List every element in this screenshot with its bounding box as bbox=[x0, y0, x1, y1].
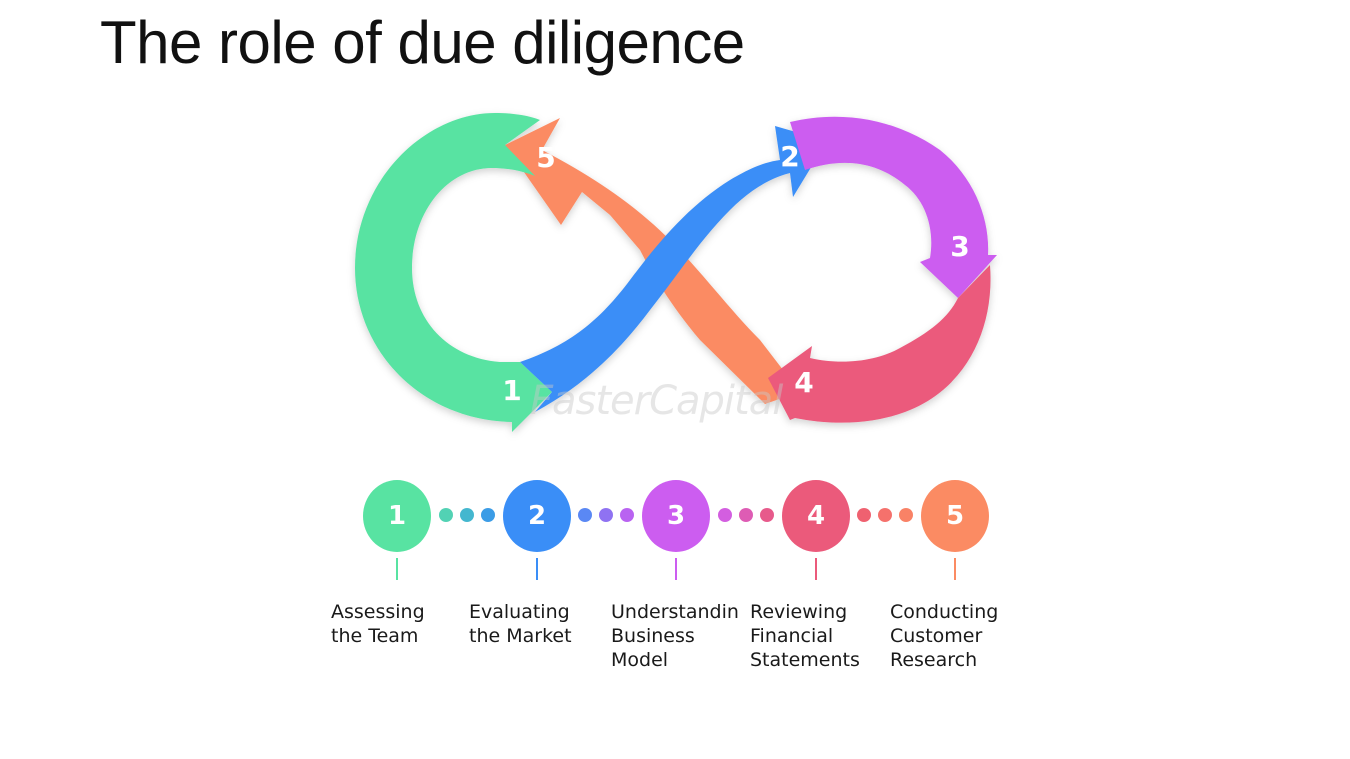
loop-number-1: 1 bbox=[502, 374, 521, 407]
connector-dot bbox=[878, 508, 892, 522]
loop-segment-1 bbox=[355, 113, 552, 432]
connector-dot bbox=[718, 508, 732, 522]
connector-dot bbox=[899, 508, 913, 522]
loop-segment-4 bbox=[768, 265, 991, 423]
step-label-3: Understanding Business Model bbox=[611, 601, 739, 671]
connector-dot bbox=[578, 508, 592, 522]
connector-dot bbox=[460, 508, 474, 522]
step-tick-4 bbox=[815, 558, 817, 580]
step-label-2: Evaluating the Market bbox=[469, 601, 572, 647]
loop-number-5: 5 bbox=[536, 141, 555, 174]
connector-dot bbox=[439, 508, 453, 522]
step-tick-3 bbox=[675, 558, 677, 580]
connector-dot bbox=[599, 508, 613, 522]
step-number: 3 bbox=[666, 501, 686, 531]
step-circle-3: 3 bbox=[642, 480, 710, 552]
connector-dot bbox=[620, 508, 634, 522]
step-label-4: Reviewing Financial Statements bbox=[750, 601, 860, 671]
step-label-5: Conducting Customer Research bbox=[890, 601, 999, 671]
step-number: 4 bbox=[806, 501, 826, 531]
loop-number-3: 3 bbox=[950, 230, 969, 263]
loop-number-4: 4 bbox=[794, 366, 813, 399]
loop-segment-3 bbox=[790, 116, 997, 298]
step-tick-2 bbox=[536, 558, 538, 580]
connector-dot bbox=[481, 508, 495, 522]
loop-number-2: 2 bbox=[780, 140, 799, 173]
watermark-logo: FasterCapital bbox=[530, 378, 783, 424]
connector-dot bbox=[857, 508, 871, 522]
step-circle-4: 4 bbox=[782, 480, 850, 552]
step-circle-1: 1 bbox=[363, 480, 431, 552]
step-circle-2: 2 bbox=[503, 480, 571, 552]
step-number: 5 bbox=[945, 501, 965, 531]
step-circle-5: 5 bbox=[921, 480, 989, 552]
step-label-1: Assessing the Team bbox=[331, 601, 425, 647]
loop-segment-2 bbox=[520, 126, 827, 412]
step-tick-1 bbox=[396, 558, 398, 580]
connector-dot bbox=[760, 508, 774, 522]
step-number: 2 bbox=[527, 501, 547, 531]
step-tick-5 bbox=[954, 558, 956, 580]
page-title: The role of due diligence bbox=[100, 9, 745, 76]
connector-dot bbox=[739, 508, 753, 522]
step-number: 1 bbox=[387, 501, 407, 531]
